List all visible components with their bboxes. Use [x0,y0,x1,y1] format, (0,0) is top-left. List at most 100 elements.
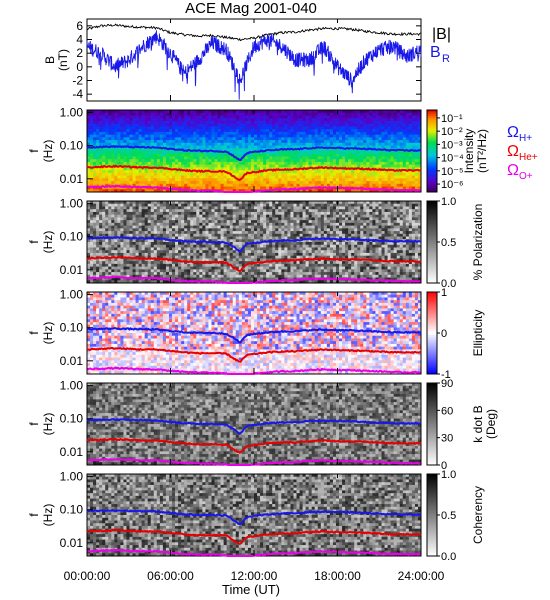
spectrogram-cell [126,118,131,122]
spectrogram-cell [153,153,158,157]
spectrogram-cell [150,167,155,171]
spectrogram-cell [199,172,203,177]
spectrogram-cell [260,120,264,125]
spectrogram-cell [238,129,243,133]
spectrogram-cell [250,172,255,177]
spectrogram-cell [202,175,206,179]
spectrogram-cell [235,181,240,185]
spectrogram-cell [132,112,137,116]
spectrogram-cell [184,137,188,141]
ion-gyrofrequency-legend: Ω H+Ω He+Ω O+ [507,124,538,182]
spectrogram-cell [114,115,118,119]
spectrogram-cell [187,131,191,136]
spectrogram-cell [165,118,170,122]
spectrogram-cell [150,118,155,122]
spectrogram-cell [193,140,197,144]
spectrogram-cell [165,142,170,147]
spectrogram-cell [247,134,252,138]
spectrogram-cell [144,129,149,133]
spectrogram-cell [93,131,97,136]
spectrogram-cell [193,137,197,141]
spectrogram-cell [138,175,143,179]
spectrogram-cell [193,167,197,171]
spectrogram-cell [199,142,203,147]
spectrogram-cell [159,140,164,144]
spectrogram-cell [250,137,255,141]
spectrogram-cell [211,145,216,149]
spectrogram-cell [90,123,94,127]
spectrogram-cell [153,115,158,119]
spectrogram-cell [220,120,225,125]
spectrogram-cell [87,156,91,160]
spectrogram-cell [99,129,103,133]
spectrogram-cell [96,189,100,193]
spectrogram-cell [141,118,146,122]
spectrogram-cell [193,153,197,157]
spectrogram-cell [250,140,255,144]
spectrogram-cell [232,110,237,114]
spectrogram-cell [93,126,97,130]
spectrogram-cell [202,153,206,157]
spectrogram-cell [123,137,127,141]
spectrogram-cell [156,142,161,147]
spectrogram-cell [199,129,203,133]
spectrogram-cell [223,142,228,147]
spectrogram-cell [114,118,118,122]
spectrogram-cell [181,151,185,155]
spectrogram-cell [135,126,140,130]
spectrogram-cell [126,134,131,138]
colorbar-label: Intensity(nT²/Hz) [462,129,489,174]
spectrogram-cell [156,123,161,127]
spectrogram-cell [102,110,106,114]
spectrogram-cell [132,159,137,163]
spectrogram-cell [159,175,164,179]
spectrogram-cell [141,112,146,116]
spectrogram-cell [117,156,121,160]
freq-ylabel: f(Hz) [27,140,55,163]
spectrogram-cell [214,110,219,114]
spectrogram-cell [211,134,216,138]
spectrogram-cell [114,178,118,182]
spectrogram-cell [129,170,134,174]
spectrogram-cell [117,140,121,144]
spectrogram-cell [247,120,252,125]
spectrogram-cell [165,175,170,179]
spectrogram-cell [144,115,149,119]
spectrogram-cell [241,118,246,122]
spectrogram-cell [175,159,179,163]
spectrogram-cell [199,120,203,125]
spectrogram-cell [87,189,91,193]
b-radial-series [86,30,422,100]
spectrogram-cell [217,153,222,157]
spectrogram-cell [175,181,179,185]
spectrogram-cell [235,140,240,144]
spectrogram-cell [117,148,121,152]
spectrogram-cell [229,142,234,147]
spectrogram-cell [120,134,124,138]
spectrogram-cell [202,140,206,144]
spectrogram-cell [202,134,206,138]
spectrogram-cell [120,131,124,136]
spectrogram-cell [126,186,131,190]
spectrogram-cell [117,126,121,130]
spectrogram-cell [150,110,155,114]
spectrogram-cell [120,181,124,185]
spectrogram-cell [102,178,106,182]
spectrogram-cell [205,120,209,125]
spectrogram-cell [141,137,146,141]
spectrogram-cell [196,186,200,190]
spectrogram-cell [220,172,225,177]
spectrogram-cell [217,164,222,168]
spectrogram-cell [199,156,203,160]
spectrogram-cell [247,112,252,116]
spectrogram-cell [260,183,264,188]
spectrogram-cell [132,140,137,144]
spectrogram-cell [229,140,234,144]
spectrogram-cell [108,137,112,141]
spectrogram-cell [178,159,182,163]
colorbar-1: 10⁻¹10⁻²10⁻³10⁻⁴10⁻⁵10⁻⁶Intensity(nT²/Hz… [426,109,489,193]
spectrogram-cell [178,181,182,185]
spectrogram-cell [172,178,176,182]
spectrogram-cell [184,131,188,136]
spectrogram-cell [178,115,182,119]
